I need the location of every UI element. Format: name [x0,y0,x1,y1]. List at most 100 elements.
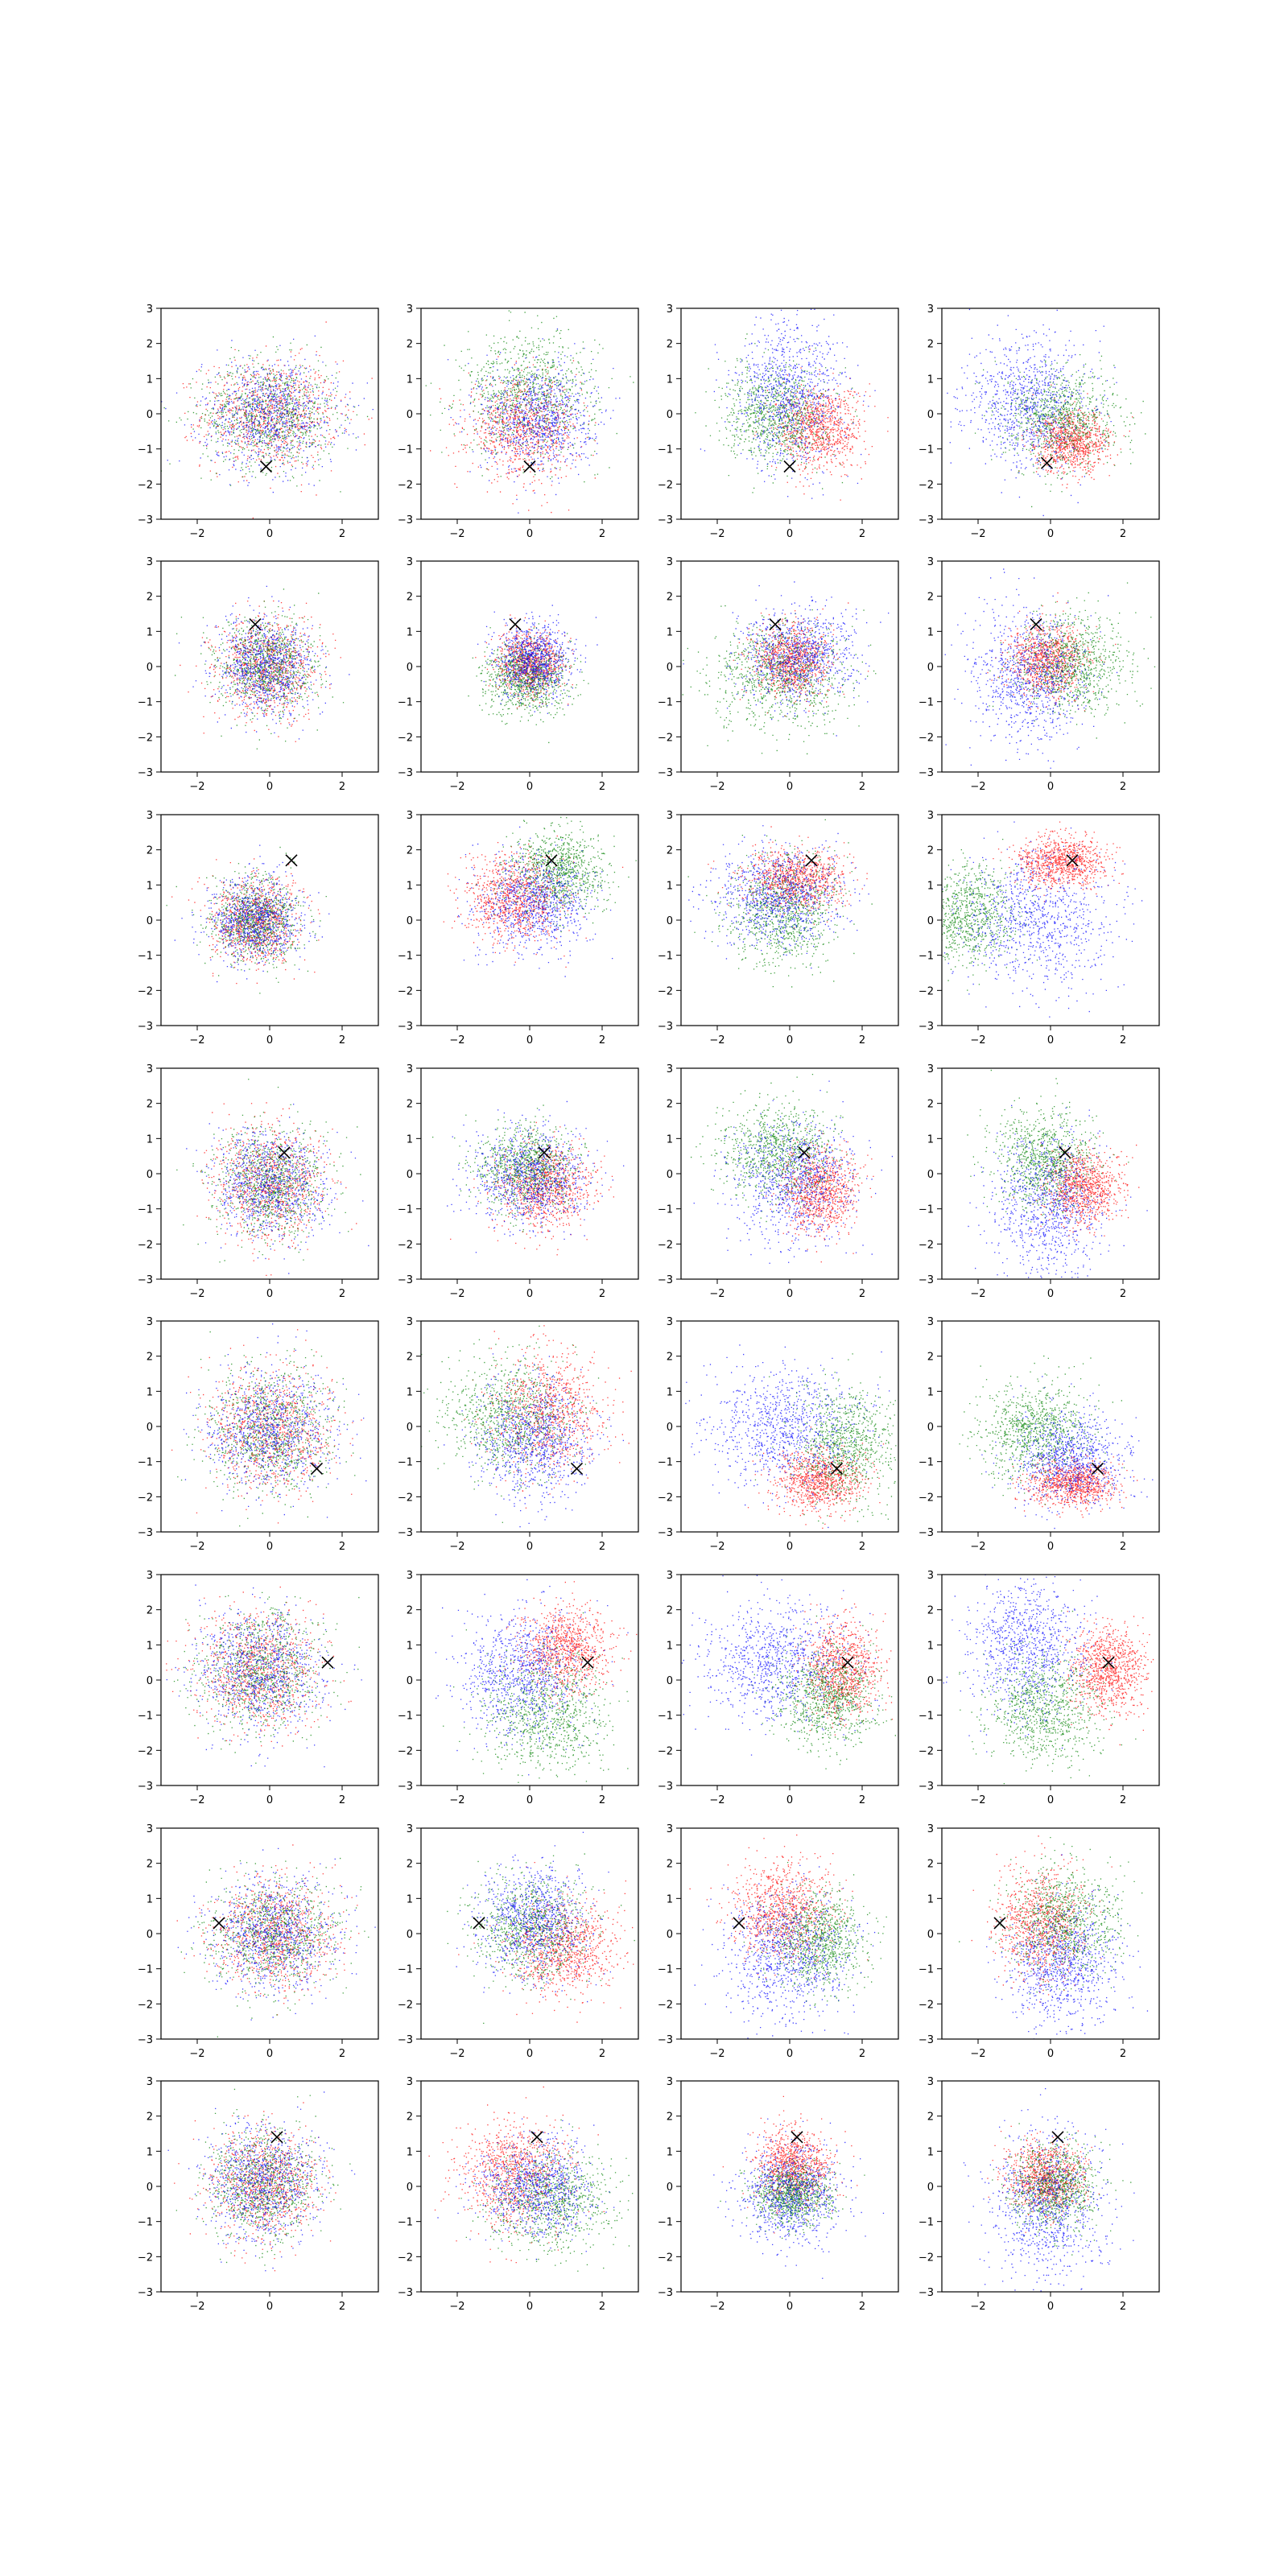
subplot-r6-c3: −2 0 2 −3 −2 −1 0 1 2 3 [658,1570,899,1806]
y-tick-label: 0 [407,1422,413,1434]
points-blue [161,335,374,493]
y-tick-label: −2 [398,1239,413,1251]
points-green [176,1079,361,1263]
x-tick-label: 0 [786,1288,793,1300]
subplot-r5-c3: −2 0 2 −3 −2 −1 0 1 2 3 [658,1316,899,1553]
series-green [942,839,1039,991]
x-marker [791,2131,803,2144]
points-green [695,333,858,493]
series-blue [963,2088,1135,2292]
y-tick-label: −3 [398,2287,413,2299]
x-tick-label: 0 [526,2048,533,2060]
x-tick-label: 2 [1120,2048,1126,2060]
y-tick-label: −1 [398,1711,413,1723]
subplot-r4-c3: −2 0 2 −3 −2 −1 0 1 2 3 [658,1063,899,1300]
series-blue [161,1584,362,1768]
y-tick-label: 2 [407,1352,413,1364]
points-blue [681,1575,880,1756]
subplot-r2-c3: −2 0 2 −3 −2 −1 0 1 2 3 [658,556,899,793]
series-green [432,1104,594,1232]
y-tick-label: 1 [147,1893,153,1905]
points-green [942,839,1039,991]
scatter-points [967,1069,1148,1279]
points-blue [161,1584,362,1768]
axes-frame [680,308,899,520]
points-red [430,356,597,514]
y-tick-label: 1 [147,374,153,386]
y-tick-label: 3 [667,2076,673,2088]
subplot-r5-c4: −2 0 2 −3 −2 −1 0 1 2 3 [919,1316,1160,1553]
y-tick-label: 1 [407,626,413,638]
x-tick-label: −2 [970,2048,985,2060]
y-tick-label: 1 [927,1386,934,1398]
points-blue [968,1104,1148,1279]
x-tick-label: −2 [709,1794,724,1806]
y-tick-label: −2 [138,2252,153,2264]
x-tick-label: −2 [449,528,464,540]
series-red [1012,1448,1138,1518]
y-tick-label: 3 [927,556,934,568]
points-red [987,592,1117,716]
axes-frame [941,308,1160,520]
axes-frame [420,2080,639,2293]
y-tick-label: 1 [667,1640,673,1652]
y-tick-label: 3 [407,303,413,316]
y-tick-label: 1 [667,1133,673,1146]
x-tick-label: −2 [189,781,204,793]
y-tick-label: −2 [919,479,934,491]
y-tick-label: −3 [658,1021,673,1033]
x-tick-label: −2 [970,1288,985,1300]
points-green [989,582,1156,739]
y-tick-label: −3 [919,2034,934,2046]
points-red [1013,384,1133,489]
x-marker [570,1462,584,1475]
y-tick-label: 0 [927,1929,934,1941]
y-tick-label: 0 [667,662,673,674]
x-marker [1059,1146,1071,1159]
scatter-points [959,1355,1154,1530]
x-marker [509,618,522,631]
y-tick-label: 2 [407,592,413,604]
y-tick-label: 1 [407,2146,413,2158]
y-tick-label: 1 [147,2146,153,2158]
scatter-points [943,1575,1154,1785]
x-marker [1066,854,1079,867]
x-marker [581,1656,594,1669]
x-tick-label: −2 [709,2048,724,2060]
x-tick-label: 0 [1047,2048,1054,2060]
y-tick-label: 2 [147,1099,153,1111]
y-tick-label: −2 [658,2252,673,2264]
axes-frame [420,1067,639,1280]
subplot-r4-c1: −2 0 2 −3 −2 −1 0 1 2 3 [138,1063,379,1300]
y-tick-label: −1 [398,1204,413,1216]
y-tick-label: 1 [407,1386,413,1398]
x-marker [1091,1462,1104,1475]
x-tick-label: 0 [266,1794,273,1806]
y-tick-label: −3 [398,1021,413,1033]
y-tick-label: 3 [147,1570,153,1582]
y-tick-label: 1 [927,2146,934,2158]
x-tick-label: 2 [859,2048,865,2060]
x-tick-label: 0 [266,1288,273,1300]
x-tick-label: −2 [709,1034,724,1046]
scatter-points [959,1835,1149,2039]
series-red [182,321,373,519]
x-tick-label: −2 [449,781,464,793]
y-tick-label: 1 [407,1133,413,1146]
y-tick-label: −3 [138,1781,153,1793]
y-tick-label: 1 [147,880,153,892]
series-blue [681,1575,880,1756]
x-tick-label: 0 [526,2301,533,2313]
y-tick-label: 2 [147,845,153,857]
y-tick-label: 2 [147,339,153,351]
points-green [720,2146,865,2240]
x-tick-label: 0 [266,2048,273,2060]
points-blue [456,826,613,977]
y-tick-label: 2 [407,845,413,857]
axes-frame [420,1574,639,1786]
series-blue [947,308,1117,517]
scatter-points [176,1844,376,2037]
x-tick-label: 2 [1120,1794,1126,1806]
y-tick-label: 1 [927,1640,934,1652]
points-red [1013,1136,1140,1241]
